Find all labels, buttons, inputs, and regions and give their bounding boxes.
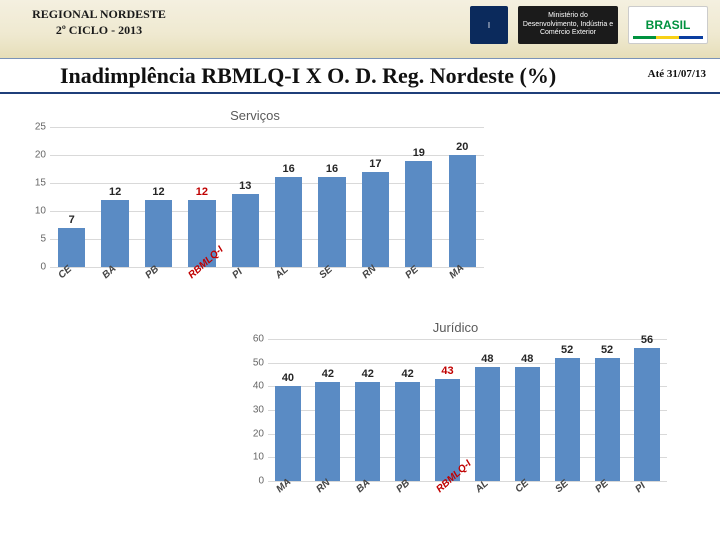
bar-value-label: 48 (521, 353, 533, 365)
bar-rect (595, 358, 620, 481)
bar-value-label: 16 (326, 163, 338, 175)
y-tick-label: 0 (20, 262, 46, 273)
chart-juridico: Jurídico 0 10 20 30 40 50 60 40 42 42 42 43 48 48 52 52… (238, 320, 673, 520)
header-line2: 2º CICLO - 2013 (14, 22, 184, 38)
brasil-flag-bar (633, 36, 703, 39)
bar-column: 19 (399, 147, 438, 267)
bar-value-label: 48 (481, 353, 493, 365)
y-tick-label: 25 (20, 122, 46, 133)
bar-column: 40 (270, 372, 306, 481)
bar-value-label: 43 (441, 365, 453, 377)
bar-value-label: 16 (283, 163, 295, 175)
y-tick-label: 0 (238, 476, 264, 487)
bar-column: 56 (629, 334, 665, 481)
y-tick-label: 5 (20, 234, 46, 245)
header-line1: REGIONAL NORDESTE (14, 6, 184, 22)
bar-value-label: 17 (369, 158, 381, 170)
bar-column: 42 (310, 368, 346, 481)
y-tick-label: 15 (20, 178, 46, 189)
brasil-logo: BRASIL (628, 6, 708, 44)
bar-value-label: 20 (456, 141, 468, 153)
y-tick-label: 20 (238, 428, 264, 439)
bar-value-label: 40 (282, 372, 294, 384)
page-title: Inadimplência RBMLQ-I X O. D. Reg. Norde… (60, 63, 556, 89)
bar-value-label: 42 (401, 368, 413, 380)
bar-column: 52 (589, 344, 625, 481)
bar-column: 17 (356, 158, 395, 267)
chart-juridico-title: Jurídico (238, 320, 673, 335)
chart-servicos: Serviços 0 5 10 15 20 25 7 12 12 12 13 16 16 17 19 20 CE… (20, 108, 490, 303)
bar-column: 48 (509, 353, 545, 481)
bar-value-label: 56 (641, 334, 653, 346)
bar-value-label: 13 (239, 180, 251, 192)
bar-value-label: 42 (362, 368, 374, 380)
brasil-logo-text: BRASIL (646, 18, 691, 32)
bar-rect (555, 358, 580, 481)
header-logos: I Ministério do Desenvolvimento, Indústr… (470, 6, 708, 44)
bar-column: 52 (549, 344, 585, 481)
bar-column: 16 (269, 163, 308, 267)
chart-juridico-plot: 010203040506040424242434848525256MARNBAP… (238, 339, 673, 481)
y-tick-label: 20 (20, 150, 46, 161)
y-tick-label: 40 (238, 381, 264, 392)
bar-rect (515, 367, 540, 481)
bar-column: 42 (390, 368, 426, 481)
bar-column: 20 (443, 141, 482, 267)
y-tick-label: 50 (238, 357, 264, 368)
bar-value-label: 12 (109, 186, 121, 198)
bar-rect (634, 348, 659, 481)
bar-value-label: 52 (601, 344, 613, 356)
bar-value-label: 7 (69, 214, 75, 226)
date-stamp: Até 31/07/13 (648, 68, 706, 80)
x-axis: MARNBAPBRBMLQ-IALCESEPEPI (268, 491, 667, 502)
bar-rect (475, 367, 500, 481)
bar-column: 16 (313, 163, 352, 267)
inmetro-logo: I (470, 6, 508, 44)
ministry-logo: Ministério do Desenvolvimento, Indústria… (518, 6, 618, 44)
y-tick-label: 10 (20, 206, 46, 217)
title-bar: Inadimplência RBMLQ-I X O. D. Reg. Norde… (0, 58, 720, 94)
bar-column: 13 (226, 180, 265, 267)
chart-servicos-plot: 05101520257121212131616171920CEBAPBRBMLQ… (20, 127, 490, 267)
chart-servicos-title: Serviços (20, 108, 490, 123)
bar-value-label: 12 (152, 186, 164, 198)
bar-value-label: 42 (322, 368, 334, 380)
y-tick-label: 10 (238, 452, 264, 463)
header-region-block: REGIONAL NORDESTE 2º CICLO - 2013 (14, 6, 184, 38)
bar-value-label: 52 (561, 344, 573, 356)
bars-container: 7 12 12 12 13 16 16 17 19 20 (50, 127, 484, 267)
x-axis: CEBAPBRBMLQ-IPIALSERNPEMA (50, 277, 484, 288)
bar-column: 42 (350, 368, 386, 481)
bar-column: 48 (469, 353, 505, 481)
y-tick-label: 60 (238, 334, 264, 345)
bar-value-label: 12 (196, 186, 208, 198)
bar-value-label: 19 (413, 147, 425, 159)
y-tick-label: 30 (238, 405, 264, 416)
